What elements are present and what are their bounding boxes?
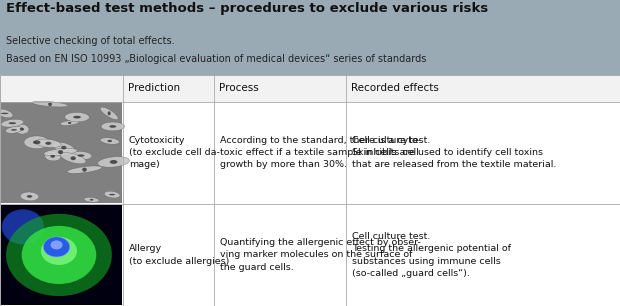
Ellipse shape [67, 166, 102, 174]
Ellipse shape [100, 107, 118, 120]
Ellipse shape [90, 199, 94, 201]
Ellipse shape [15, 124, 29, 134]
Ellipse shape [22, 226, 96, 284]
Text: Prediction: Prediction [128, 83, 180, 93]
Ellipse shape [45, 142, 51, 145]
Ellipse shape [45, 152, 61, 161]
Ellipse shape [64, 112, 89, 122]
Ellipse shape [61, 146, 66, 149]
Ellipse shape [82, 168, 87, 172]
Ellipse shape [20, 128, 24, 131]
Ellipse shape [2, 209, 44, 244]
Ellipse shape [68, 122, 71, 124]
Ellipse shape [70, 151, 92, 160]
Ellipse shape [101, 122, 125, 131]
Bar [123, 75, 620, 102]
Ellipse shape [9, 122, 16, 124]
Ellipse shape [108, 111, 111, 115]
Ellipse shape [100, 138, 120, 144]
Text: Cytotoxicity
(to exclude cell da-
mage): Cytotoxicity (to exclude cell da- mage) [129, 136, 220, 169]
Text: Allergy
(to exclude allergies): Allergy (to exclude allergies) [129, 244, 229, 266]
Ellipse shape [24, 136, 50, 149]
Bar [0, 75, 123, 102]
Text: Selective checking of total effects.: Selective checking of total effects. [6, 36, 175, 46]
Ellipse shape [107, 140, 112, 142]
Ellipse shape [78, 155, 84, 157]
Ellipse shape [35, 139, 61, 147]
Ellipse shape [60, 120, 79, 125]
Text: Recorded effects: Recorded effects [351, 83, 439, 93]
Ellipse shape [84, 197, 99, 202]
Ellipse shape [48, 102, 52, 106]
Ellipse shape [71, 156, 76, 160]
Text: Quantifying the allergenic effect by obser-
ving marker molecules on the surface: Quantifying the allergenic effect by obs… [220, 238, 421, 272]
Ellipse shape [32, 101, 68, 107]
Bar [1, 103, 122, 203]
Text: Based on EN ISO 10993 „Biological evaluation of medical devices“ series of stand: Based on EN ISO 10993 „Biological evalua… [6, 54, 427, 64]
Text: Process: Process [219, 83, 259, 93]
Ellipse shape [43, 237, 70, 257]
Text: Cell culture test.
Testing the allergenic potential of
substances using immune c: Cell culture test. Testing the allergeni… [352, 232, 511, 278]
Ellipse shape [33, 140, 40, 144]
Ellipse shape [73, 116, 81, 118]
Ellipse shape [1, 113, 9, 114]
Ellipse shape [110, 160, 117, 164]
Ellipse shape [41, 237, 77, 265]
Text: According to the standard, there is a cyto-
toxic effect if a textile sample inh: According to the standard, there is a cy… [220, 136, 422, 169]
Ellipse shape [11, 129, 17, 131]
Ellipse shape [50, 155, 55, 158]
Ellipse shape [6, 126, 22, 133]
Text: Effect-based test methods – procedures to exclude various risks: Effect-based test methods – procedures t… [6, 2, 489, 15]
Bar [1, 205, 122, 305]
Ellipse shape [109, 125, 117, 128]
Text: Cell culture test.
Skin cells are used to identify cell toxins
that are released: Cell culture test. Skin cells are used t… [352, 136, 557, 169]
Ellipse shape [53, 142, 75, 153]
Ellipse shape [104, 191, 120, 198]
Ellipse shape [109, 194, 115, 196]
Ellipse shape [20, 192, 39, 201]
Ellipse shape [6, 214, 112, 296]
Ellipse shape [43, 148, 78, 156]
Ellipse shape [98, 157, 130, 167]
Ellipse shape [58, 150, 63, 154]
Ellipse shape [0, 109, 13, 118]
Ellipse shape [1, 119, 24, 127]
Ellipse shape [51, 241, 63, 249]
Ellipse shape [27, 195, 32, 198]
Ellipse shape [60, 153, 86, 164]
